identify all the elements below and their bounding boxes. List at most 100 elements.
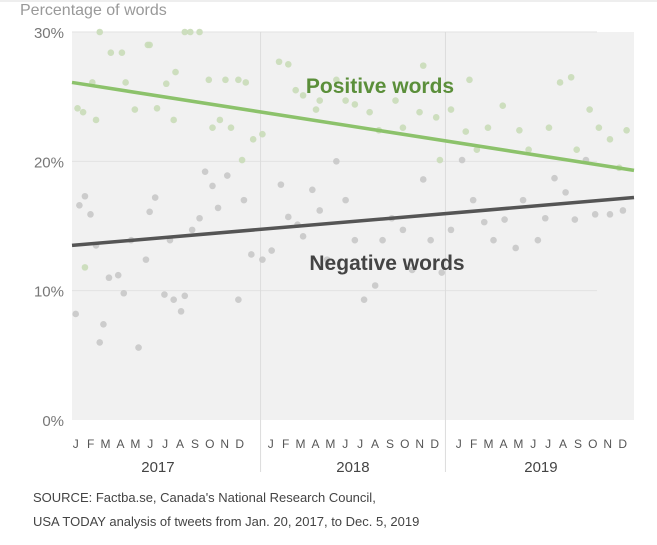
negative-point [170,296,177,304]
x-month-label: D [235,437,244,451]
positive-point [447,106,455,113]
positive-point [473,146,481,153]
y-tick-label: 10% [34,284,64,301]
x-month-label: A [176,437,185,451]
positive-series-label: Positive words [306,75,454,98]
positive-point [342,97,349,104]
negative-point [438,269,446,276]
x-month-label: M [296,437,307,451]
positive-point [366,108,373,116]
positive-point [333,76,340,84]
x-month-label: J [342,437,349,451]
x-month-label: J [162,437,169,451]
negative-point [268,247,275,254]
negative-point [76,202,83,209]
positive-point [516,126,523,134]
positive-point [235,76,242,84]
positive-point [299,92,307,99]
negative-point [427,236,434,244]
negative-point [259,256,266,263]
negative-point [161,291,168,298]
positive-point [209,124,216,132]
negative-point [214,204,222,212]
positive-point [187,28,194,36]
positive-trend-line [71,80,635,173]
negative-point [120,289,128,297]
x-month-label: D [430,437,439,451]
x-year-label: 2017 [141,459,174,476]
positive-point [292,86,299,94]
negative-point [201,168,209,175]
x-month-label: J [545,437,552,451]
x-month-label: A [499,437,508,451]
negative-point [408,266,416,274]
negative-point [248,251,255,258]
source-line-2: USA TODAY analysis of tweets from Jan. 2… [33,514,419,529]
positive-point [392,97,399,104]
positive-point [196,28,203,36]
positive-point [249,136,257,143]
negative-point [309,186,316,194]
negative-point [142,256,150,263]
positive-point [484,124,492,132]
negative-point [151,194,159,201]
x-month-label: F [282,437,290,451]
positive-point [122,79,129,86]
x-month-label: M [101,437,112,451]
negative-point [469,196,477,204]
negative-point [299,233,307,240]
negative-point [114,271,122,279]
positive-point [573,146,580,153]
x-month-label: S [191,437,200,451]
x-month-label: O [400,437,410,451]
positive-point [172,68,179,76]
negative-trend-line [71,195,635,248]
positive-point [623,126,630,134]
negative-point [551,174,558,182]
negative-point [177,308,185,315]
positive-point [81,264,89,271]
positive-point [96,28,104,36]
positive-point [312,106,320,113]
negative-point [562,189,569,196]
positive-point [275,58,283,66]
negative-point [591,211,599,218]
negative-point [399,226,407,234]
positive-point [284,61,292,68]
positive-point [436,156,444,164]
x-month-label: J [530,437,537,451]
negative-point [606,211,614,218]
negative-point [181,292,189,300]
negative-point [277,181,285,188]
negative-point [209,182,216,190]
negative-point [223,172,231,179]
negative-point [316,207,324,214]
x-month-label: M [513,437,524,451]
x-month-label: J [456,437,463,451]
negative-point [501,216,508,223]
x-month-label: F [470,437,478,451]
negative-point [447,226,455,234]
positive-point [595,124,603,132]
y-tick-label: 30% [34,25,64,42]
x-month-label: M [130,437,141,451]
negative-point [105,274,113,282]
x-month-label: M [325,437,336,451]
negative-point [571,216,579,223]
x-month-label: J [268,437,275,451]
negative-point [323,256,331,263]
x-month-label: J [73,437,80,451]
negative-point [81,192,89,200]
x-month-label: N [220,437,229,451]
positive-point [242,79,250,86]
positive-point [316,97,324,104]
positive-point [606,136,614,143]
x-month-label: D [618,437,627,451]
negative-point [360,296,368,304]
negative-point [188,226,196,234]
negative-point [480,218,488,226]
negative-point [379,236,386,244]
negative-point [146,208,153,216]
negative-point [419,176,427,183]
source-line-1: SOURCE: Factba.se, Canada's National Res… [33,490,376,505]
